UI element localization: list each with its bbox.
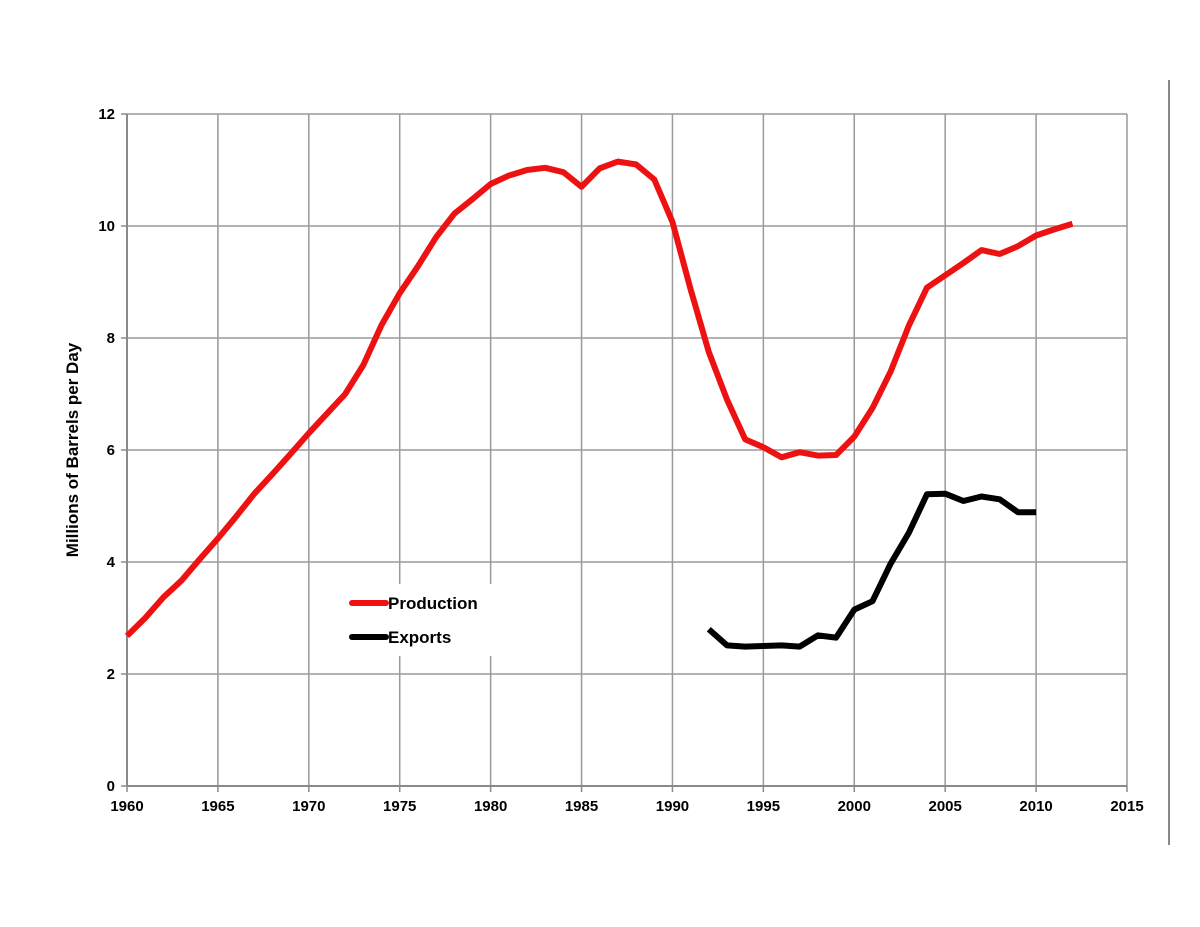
x-tick-label: 1985 [565, 798, 598, 815]
x-tick-label: 1995 [747, 798, 780, 815]
y-tick-label: 12 [98, 106, 115, 123]
y-tick-label: 10 [98, 218, 115, 235]
x-tick-label: 1990 [656, 798, 689, 815]
y-tick-label: 6 [107, 442, 115, 459]
x-tick-label: 2005 [928, 798, 961, 815]
y-axis-title: Millions of Barrels per Day [63, 342, 82, 557]
x-tick-label: 1975 [383, 798, 416, 815]
series [124, 158, 1074, 650]
y-tick-label: 2 [107, 666, 115, 683]
series-line-production [124, 158, 1074, 639]
x-tick-label: 2015 [1110, 798, 1143, 815]
x-tick-label: 2010 [1019, 798, 1052, 815]
x-tick-label: 1960 [110, 798, 143, 815]
series-line-exports [706, 490, 1037, 650]
x-tick-label: 1965 [201, 798, 234, 815]
y-tick-labels: 0 2 4 6 8 10 12 [98, 106, 115, 795]
x-tick-labels: 1960 1965 1970 1975 1980 1985 1990 1995 2000 2005… [110, 798, 1143, 815]
x-tick-label: 1980 [474, 798, 507, 815]
y-tick-label: 4 [107, 554, 116, 571]
legend: Production Exports [342, 584, 492, 656]
y-tick-label: 0 [107, 778, 115, 795]
legend-box [342, 584, 492, 656]
x-tick-label: 2000 [838, 798, 871, 815]
y-tick-label: 8 [107, 330, 115, 347]
axes [121, 113, 1128, 792]
legend-label-exports: Exports [388, 628, 451, 647]
x-tick-label: 1970 [292, 798, 325, 815]
legend-label-production: Production [388, 594, 478, 613]
